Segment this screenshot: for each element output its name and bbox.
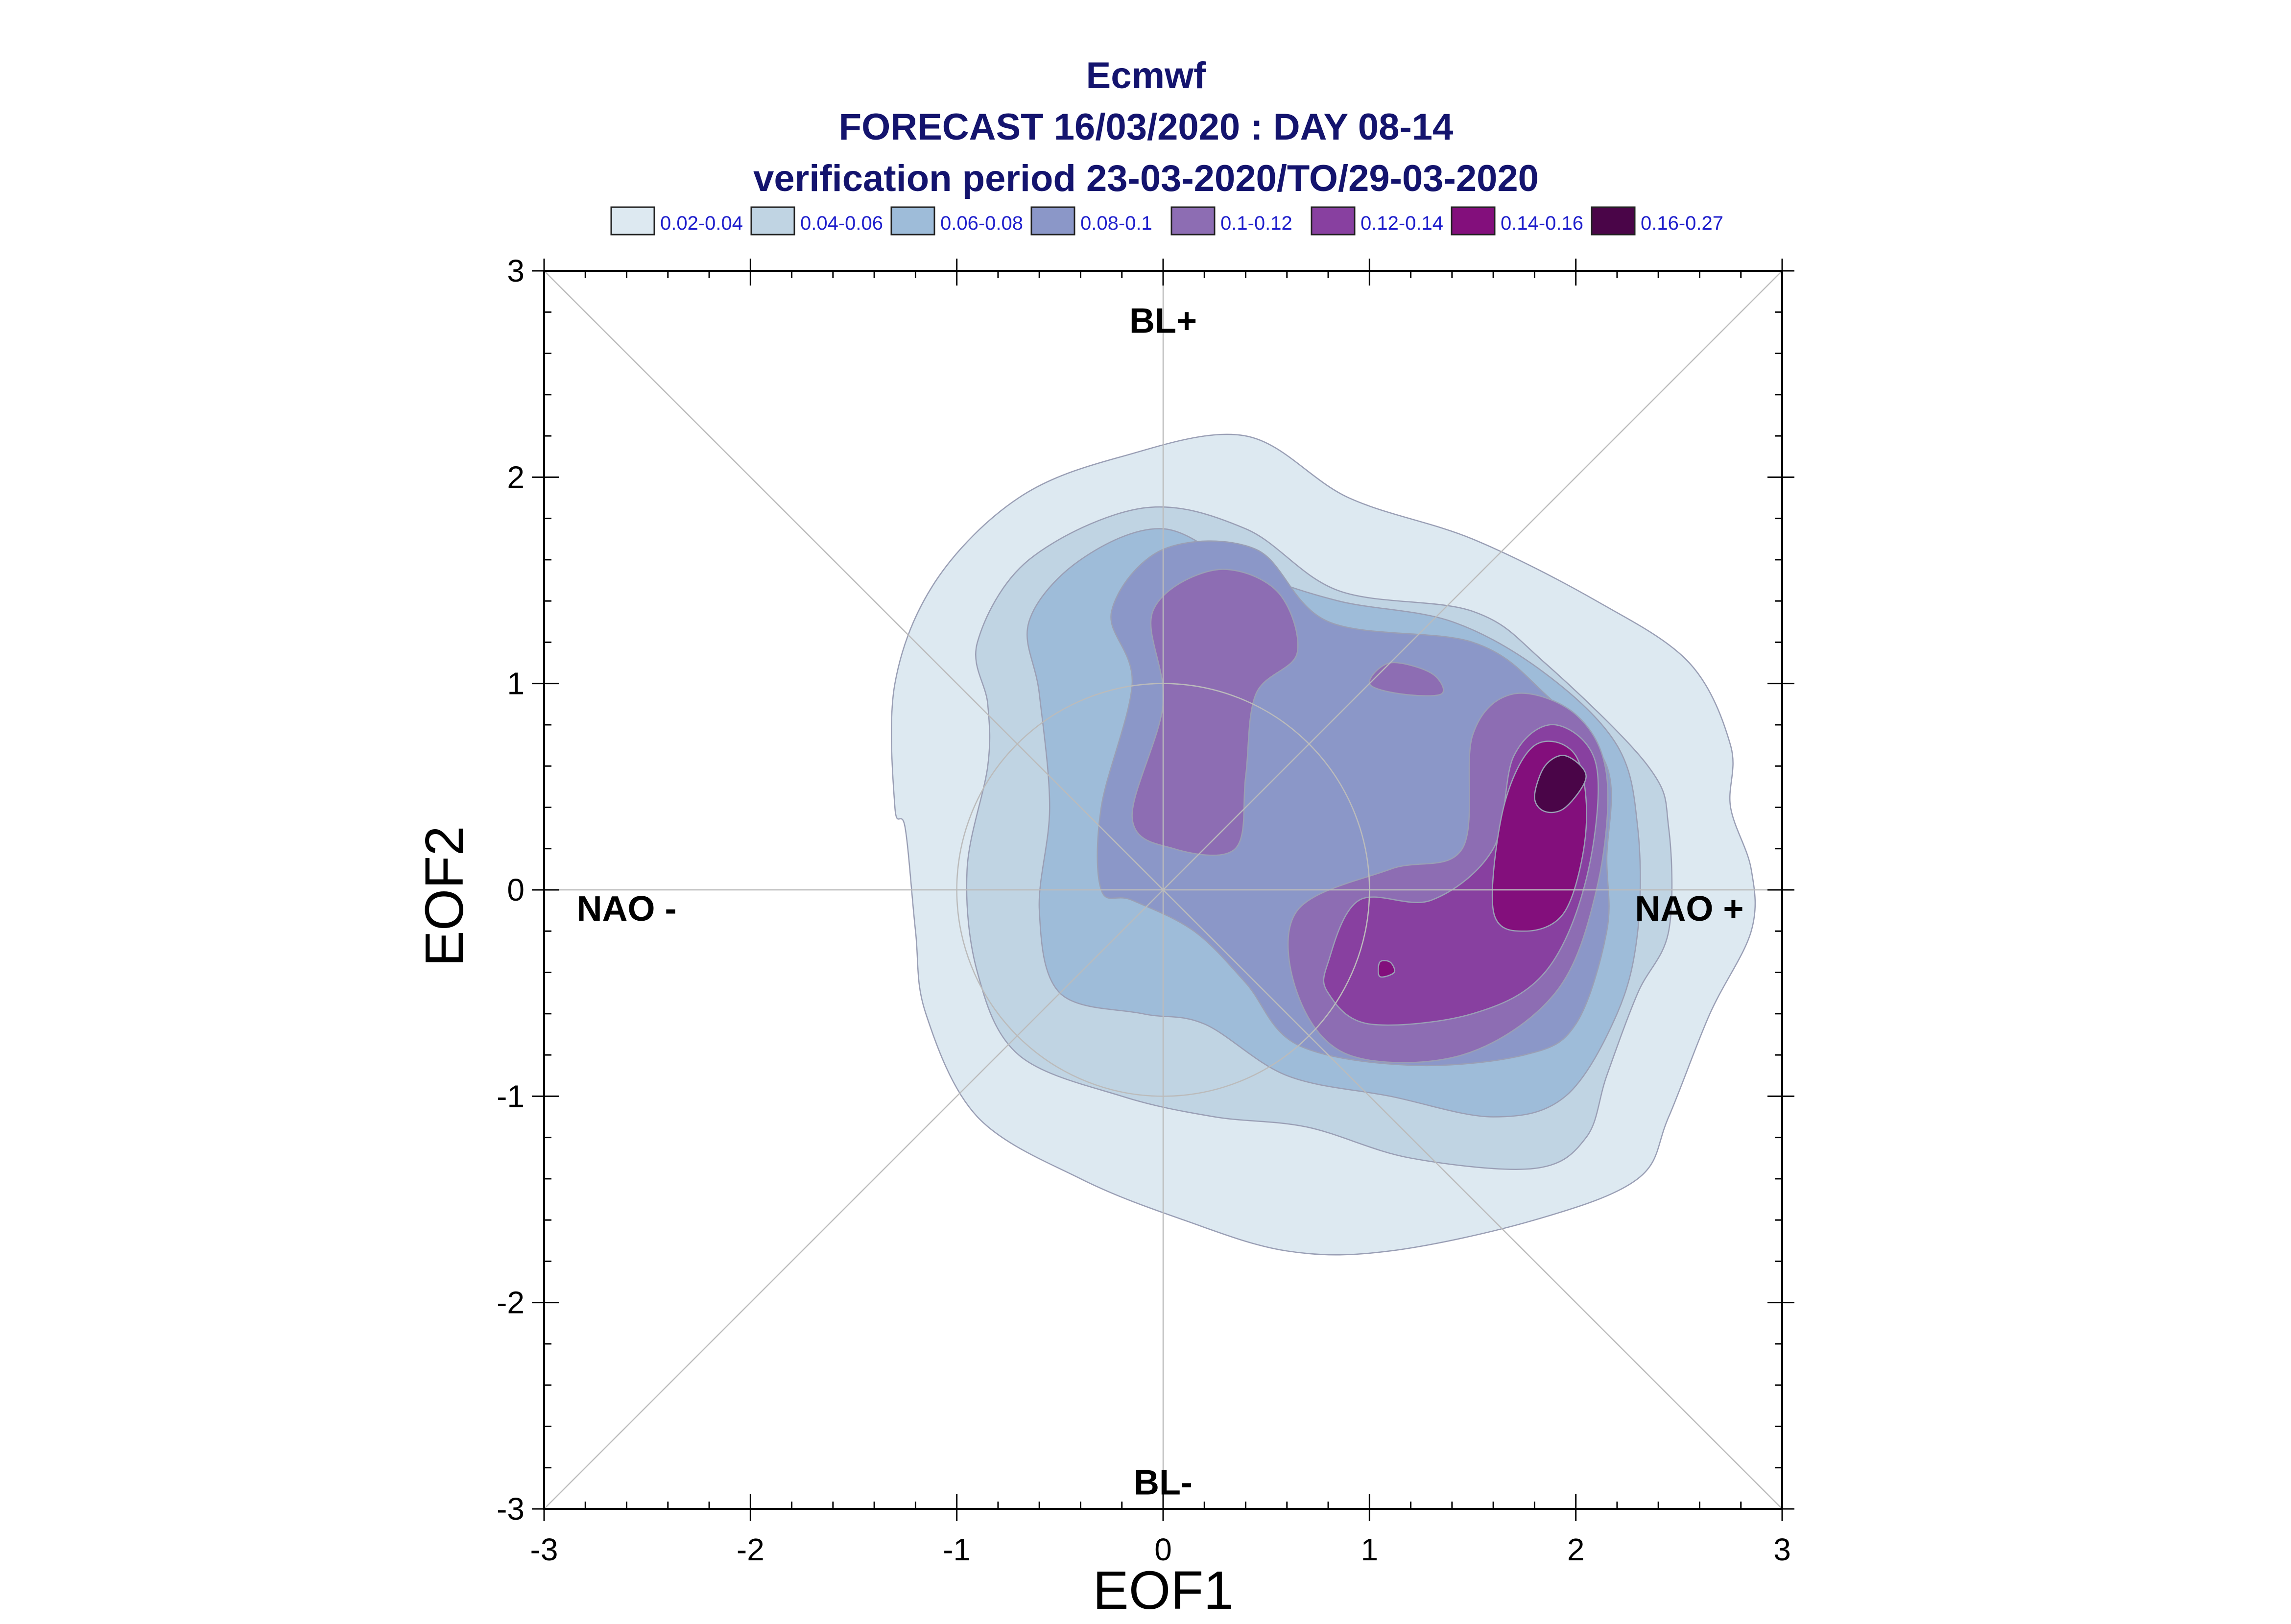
x-tick-label-5: 2 [1567,1532,1585,1567]
title-line-2: FORECAST 16/03/2020 : DAY 08-14 [839,106,1454,148]
diagonal-line-2 [544,271,1782,1509]
legend-swatch-7 [1591,206,1636,236]
y-tick-label-0: 3 [507,253,525,288]
legend-label-4: 0.1-0.12 [1220,213,1292,234]
x-tick-label-1: -2 [737,1532,764,1567]
legend-label-5: 0.12-0.14 [1360,213,1443,234]
contour-0.1-0.12-region-1 [1368,662,1444,697]
chart-title: Ecmwf FORECAST 16/03/2020 : DAY 08-14 veri… [753,55,1539,199]
title-line-3: verification period 23-03-2020/TO/29-03-… [753,158,1539,199]
regime-label-2: NAO - [577,889,677,929]
y-tick-label-5: -2 [497,1285,525,1320]
legend-label-0: 0.02-0.04 [660,213,743,234]
legend-swatch-5 [1311,206,1356,236]
legend-label-2: 0.06-0.08 [940,213,1023,234]
contour-0.1-0.12-region-0 [1131,569,1299,856]
regime-label-0: BL+ [1129,301,1197,340]
legend-label-3: 0.08-0.1 [1080,213,1152,234]
x-axis-label: EOF1 [1093,1560,1233,1621]
plot-area: BL+BL-NAO - NAO + [544,271,1782,1509]
legend-swatch-6 [1451,206,1496,236]
x-tick-label-3: 0 [1154,1532,1172,1567]
y-tick-label-4: -1 [497,1078,525,1114]
legend: 0.02-0.04 0.04-0.06 0.06-0.08 0.08-0.1 0.1-0… [610,206,1723,236]
y-tick-label-3: 0 [507,872,525,908]
legend-swatch-2 [890,206,935,236]
contour-0.14-0.16-region-1 [1378,960,1396,978]
legend-swatch-3 [1030,206,1075,236]
y-tick-label-2: 1 [507,666,525,701]
x-tick-label-6: 3 [1773,1532,1791,1567]
legend-label-7: 0.16-0.27 [1641,213,1723,234]
legend-label-1: 0.04-0.06 [800,213,883,234]
plot-content: BL+BL-NAO - NAO + [544,271,1782,1509]
x-tick-label-4: 1 [1361,1532,1379,1567]
x-tick-label-2: -1 [943,1532,971,1567]
contour-0.16-0.27-region-0 [1534,755,1587,813]
regime-label-3: NAO + [1635,889,1743,929]
legend-swatch-0 [610,206,655,236]
axes: -3 -2 -1 0 1 2 3 3 2 1 0 -1 -2 -3 [497,253,1794,1567]
legend-swatch-1 [750,206,795,236]
legend-label-6: 0.14-0.16 [1501,213,1583,234]
y-axis-label: EOF2 [414,826,475,966]
y-tick-label-6: -3 [497,1491,525,1527]
reference-circle [956,683,1370,1097]
x-tick-label-0: -3 [530,1532,558,1567]
legend-swatch-4 [1170,206,1216,236]
y-tick-label-1: 2 [507,459,525,495]
title-line-1: Ecmwf [1086,55,1207,96]
